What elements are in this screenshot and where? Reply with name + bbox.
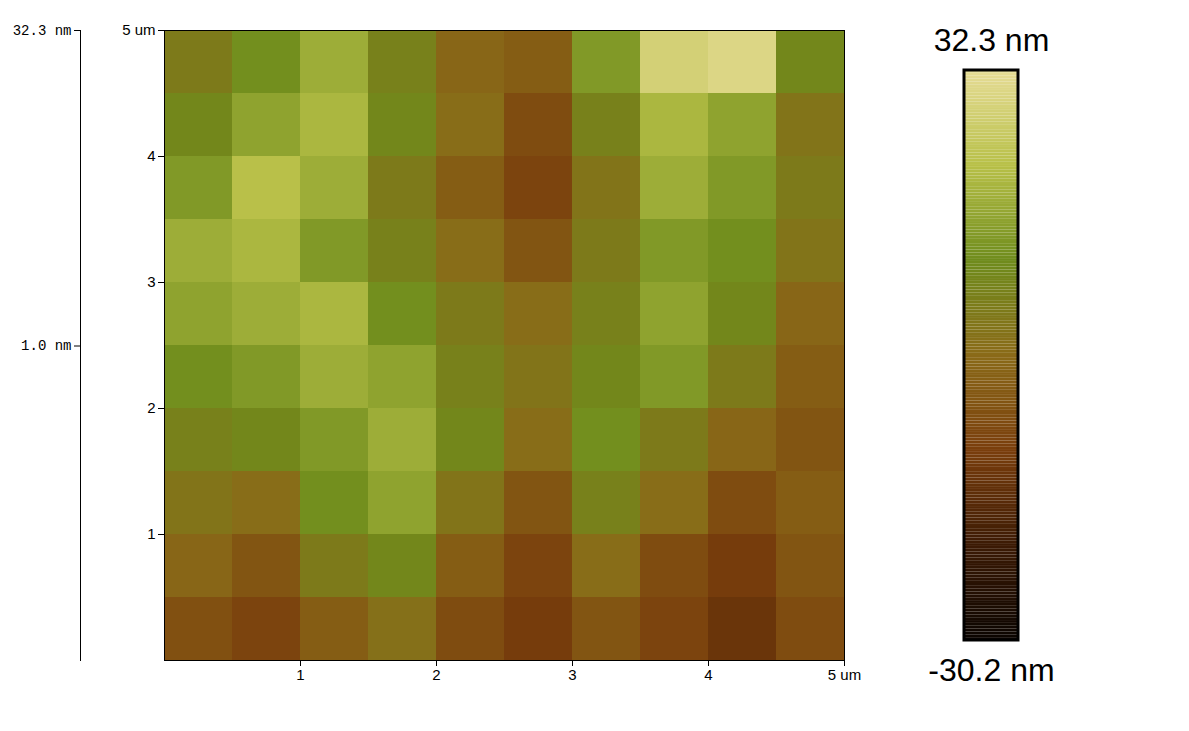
svg-text:1.0 nm: 1.0 nm (21, 338, 71, 354)
svg-text:32.3 nm: 32.3 nm (934, 22, 1050, 58)
svg-text:5 um: 5 um (828, 666, 861, 683)
svg-text:3: 3 (147, 273, 155, 290)
svg-text:2: 2 (147, 399, 155, 416)
svg-text:-30.2 nm: -30.2 nm (928, 652, 1054, 688)
svg-text:3: 3 (568, 666, 576, 683)
svg-text:5 um: 5 um (122, 21, 155, 38)
svg-text:2: 2 (432, 666, 440, 683)
svg-text:4: 4 (147, 147, 155, 164)
svg-text:32.3 nm: 32.3 nm (13, 23, 72, 39)
svg-text:1: 1 (296, 666, 304, 683)
svg-text:4: 4 (704, 666, 712, 683)
svg-text:1: 1 (147, 525, 155, 542)
